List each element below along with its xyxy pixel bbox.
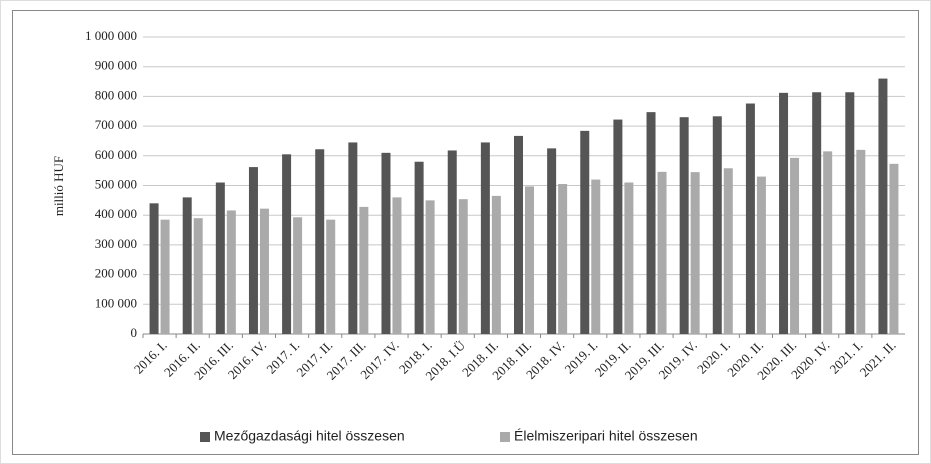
- bar: [657, 171, 667, 334]
- y-axis-label: millió HUF: [51, 156, 66, 216]
- y-tick-label: 700 000: [95, 117, 137, 132]
- y-tick-label: 200 000: [95, 266, 137, 281]
- y-tick-label: 900 000: [95, 58, 137, 73]
- bar: [525, 186, 534, 334]
- bar: [315, 149, 325, 334]
- bar: [823, 151, 833, 334]
- bar: [149, 203, 159, 334]
- bar: [392, 197, 402, 334]
- y-tick-label: 0: [131, 325, 138, 340]
- y-tick-label: 800 000: [95, 87, 137, 102]
- bar: [889, 163, 899, 334]
- bar: [447, 150, 457, 334]
- bar: [878, 78, 888, 334]
- bar: [414, 161, 424, 334]
- bar: [613, 119, 623, 334]
- bar: [547, 148, 557, 334]
- bar: [160, 219, 170, 334]
- bar: [248, 167, 258, 334]
- bar: [514, 135, 523, 334]
- bar: [856, 149, 866, 334]
- bar: [745, 103, 755, 334]
- bar: [646, 112, 656, 335]
- bar: [790, 157, 800, 334]
- bar: [624, 182, 634, 334]
- legend-swatch: [500, 432, 510, 442]
- bar: [779, 92, 789, 334]
- bar: [580, 130, 590, 334]
- bar: [812, 92, 822, 334]
- bar: [348, 142, 358, 334]
- bar: [282, 154, 292, 334]
- y-tick-label: 500 000: [95, 176, 137, 191]
- legend-label: Élelmiszeripari hitel összesen: [514, 428, 698, 444]
- y-tick-label: 400 000: [95, 206, 137, 221]
- bar: [690, 172, 700, 334]
- y-tick-label: 600 000: [95, 147, 137, 162]
- bar: [259, 208, 269, 334]
- bar: [723, 168, 733, 334]
- legend-swatch: [200, 432, 210, 442]
- bar: [193, 218, 203, 334]
- bar: [182, 197, 192, 334]
- bar: [491, 195, 501, 334]
- bar: [679, 117, 689, 334]
- bar: [226, 210, 236, 334]
- y-tick-label: 300 000: [95, 236, 137, 251]
- bar: [591, 179, 601, 334]
- bar: [381, 152, 391, 334]
- bar: [558, 184, 568, 334]
- bar: [293, 217, 303, 334]
- bar: [712, 116, 722, 334]
- bar: [326, 219, 336, 334]
- bar: [480, 142, 490, 334]
- bar: [215, 182, 225, 334]
- bar: [359, 206, 369, 334]
- legend-label: Mezőgazdasági hitel összesen: [214, 428, 405, 444]
- bar: [845, 92, 855, 334]
- y-tick-label: 100 000: [95, 295, 137, 310]
- bar: [458, 199, 468, 334]
- bar: [756, 176, 766, 334]
- y-tick-label: 1 000 000: [85, 28, 137, 43]
- chart-frame: [12, 10, 919, 455]
- bar: [425, 200, 435, 334]
